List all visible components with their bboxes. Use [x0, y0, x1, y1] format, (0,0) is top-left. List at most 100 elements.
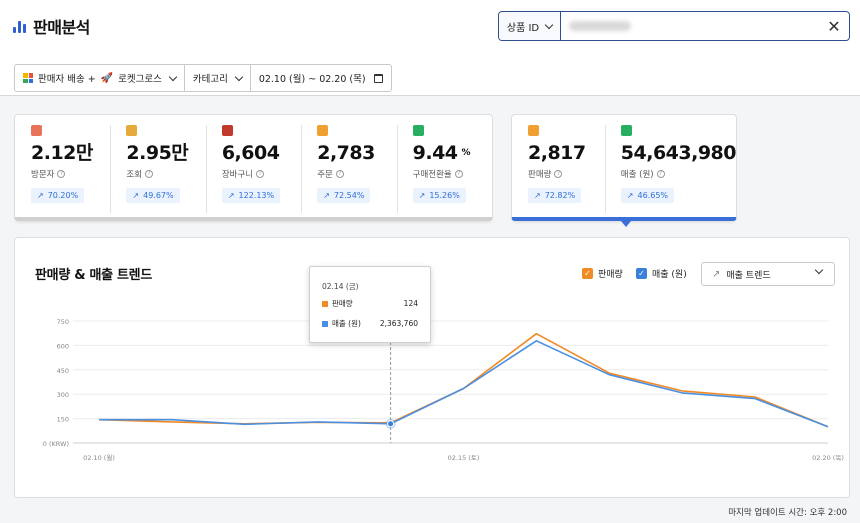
series-swatch: [322, 320, 328, 327]
kpi-change-badge: ↗ 122.13%: [221, 188, 281, 203]
seller-filter-label: 판매자 배송 +: [38, 74, 96, 85]
blurred-product-id: [569, 21, 631, 31]
kpi-label: 조회: [126, 170, 143, 180]
kpi-item[interactable]: 2,783 주문? ↗ 72.54%: [301, 115, 396, 217]
kpi-value: 54,643,980: [620, 142, 737, 164]
category-label: 카테고리: [192, 74, 228, 85]
info-icon[interactable]: ?: [454, 170, 463, 178]
kpi-card-funnel[interactable]: 2.12만 방문자? ↗ 70.20% 2.95만 조회? ↗ 49.67% 6,6…: [14, 114, 493, 221]
kpi-value: 9.44: [412, 142, 458, 164]
info-icon[interactable]: ?: [256, 170, 265, 178]
info-icon[interactable]: ?: [335, 170, 344, 178]
kpi-label-wrap: 매출 (원)?: [621, 168, 736, 180]
kpi-label-wrap: 장바구니?: [222, 168, 301, 180]
y-tick-label: 150: [57, 416, 69, 424]
arrow-up-right-icon: ↗: [323, 191, 330, 200]
title-group: 판매분석: [13, 14, 90, 38]
date-range-label: 02.10 (월) ~ 02.20 (목): [258, 74, 366, 85]
trend-type-dropdown[interactable]: ↗ 매출 트렌드: [701, 262, 835, 286]
trend-select-label: 매출 트렌드: [726, 270, 771, 281]
kpi-change-badge: ↗ 49.67%: [126, 188, 180, 203]
kpi-change-badge: ↗ 70.20%: [31, 188, 85, 203]
x-tick-label: 02.10 (월): [83, 453, 115, 462]
tooltip-rev-label: 매출 (원): [332, 319, 361, 328]
kpi-item[interactable]: 2,817 판매량? ↗ 72.82%: [512, 115, 605, 217]
kpi-label: 구매전환율: [412, 170, 452, 180]
kpi-value-wrap: 2.95만: [126, 141, 205, 165]
filter-bar: 판매자 배송 + 🚀 로켓그로스 카테고리 02.10 (월) ~ 02.20 …: [0, 52, 860, 96]
kpi-item[interactable]: 6,604 장바구니? ↗ 122.13%: [205, 115, 301, 217]
y-tick-label: 750: [57, 318, 69, 326]
info-icon[interactable]: ?: [145, 170, 154, 178]
checkbox-icon: ✓: [582, 268, 593, 279]
y-tick-label: 0 (KRW): [43, 440, 69, 448]
kpi-change-badge: ↗ 72.54%: [317, 188, 371, 203]
arrow-up-right-icon: ↗: [418, 191, 426, 200]
legend-revenue[interactable]: ✓ 매출 (원): [636, 267, 687, 280]
tooltip-qty-label: 판매량: [332, 299, 353, 308]
filter-group: 판매자 배송 + 🚀 로켓그로스 카테고리 02.10 (월) ~ 02.20 …: [14, 64, 392, 92]
tooltip-row-revenue: 매출 (원) 2,363,760: [322, 318, 418, 329]
kpi-label-wrap: 주문?: [317, 168, 396, 180]
date-range-picker[interactable]: 02.10 (월) ~ 02.20 (목): [251, 65, 391, 91]
category-dropdown[interactable]: 카테고리: [185, 65, 251, 91]
eye-icon: [126, 125, 138, 136]
fire-icon: [528, 125, 539, 136]
kpi-item[interactable]: 54,643,980 매출 (원)? ↗ 46.65%: [604, 115, 737, 217]
arrow-up-right-icon: ↗: [37, 191, 44, 200]
chevron-down-icon: [168, 72, 178, 81]
arrow-up-right-icon: ↗: [132, 191, 140, 200]
tooltip-qty-value: 124: [403, 299, 418, 308]
kpi-label-wrap: 방문자?: [31, 168, 110, 180]
box-icon: [317, 125, 329, 136]
kpi-change: 70.20%: [47, 191, 79, 200]
close-icon[interactable]: ✕: [827, 16, 841, 36]
kpi-item[interactable]: 2.12만 방문자? ↗ 70.20%: [15, 115, 110, 217]
legend-label: 매출 (원): [652, 270, 687, 280]
check-icon: [412, 125, 424, 136]
series-line-revenue: [99, 340, 829, 428]
chevron-down-icon: [544, 20, 554, 29]
series-line-sales-qty: [98, 332, 829, 428]
info-icon[interactable]: ?: [554, 170, 563, 178]
line-chart[interactable]: 750 600 450 300 150 0 (KRW) 02.10 (월) 02.15 (토)…: [15, 238, 851, 499]
kpi-change-badge: ↗ 72.82%: [528, 188, 582, 203]
kpi-value-wrap: 2.12만: [31, 141, 110, 165]
y-tick-label: 300: [57, 391, 69, 399]
trend-line-icon: ↗: [712, 268, 721, 280]
calendar-icon: [373, 73, 383, 83]
kpi-value-wrap: 2,783: [317, 141, 396, 165]
kpi-change-badge: ↗ 15.26%: [412, 188, 466, 203]
kpi-label: 방문자: [31, 170, 55, 180]
kpi-item[interactable]: 2.95만 조회? ↗ 49.67%: [110, 115, 205, 217]
info-icon[interactable]: ?: [656, 170, 665, 178]
kpi-unit: %: [461, 148, 471, 158]
money-icon: [620, 125, 632, 136]
chart-card: 판매량 & 매출 트렌드 ✓ 판매량 ✓ 매출 (원) ↗ 매출 트렌드 750…: [14, 237, 850, 498]
last-update-text: 마지막 업데이트 시간: 오후 2:00: [728, 508, 847, 518]
kpi-value: 2,817: [528, 142, 586, 164]
seller-filter-dropdown[interactable]: 판매자 배송 + 🚀 로켓그로스: [15, 65, 185, 91]
kpi-label: 주문: [317, 170, 333, 180]
page-title: 판매분석: [33, 18, 90, 37]
x-tick-label: 02.20 (목): [812, 454, 844, 462]
kpi-change: 46.65%: [637, 191, 669, 200]
search-type-label: 상품 ID: [506, 22, 540, 34]
checkbox-icon: ✓: [636, 268, 647, 279]
search-type-dropdown[interactable]: 상품 ID: [499, 12, 561, 40]
kpi-value: 2.95만: [126, 142, 189, 164]
rocket-filter-label: 로켓그로스: [118, 74, 162, 85]
rocket-icon: 🚀: [100, 72, 114, 84]
legend-sales-qty[interactable]: ✓ 판매량: [582, 267, 623, 280]
legend-label: 판매량: [598, 270, 623, 280]
y-tick-label: 600: [57, 342, 69, 350]
info-icon[interactable]: ?: [57, 170, 66, 178]
product-search: 상품 ID ✕: [498, 11, 850, 41]
person-icon: [31, 125, 42, 136]
tooltip-date: 02.14 (금): [322, 282, 359, 291]
kpi-item[interactable]: 9.44% 구매전환율? ↗ 15.26%: [396, 115, 492, 217]
kpi-value-wrap: 6,604: [222, 141, 301, 165]
kpi-card-sales-selected[interactable]: 2,817 판매량? ↗ 72.82% 54,643,980 매출 (원)? ↗ 4…: [511, 114, 737, 221]
kpi-change: 49.67%: [143, 191, 174, 200]
kpi-change: 72.54%: [333, 191, 365, 200]
